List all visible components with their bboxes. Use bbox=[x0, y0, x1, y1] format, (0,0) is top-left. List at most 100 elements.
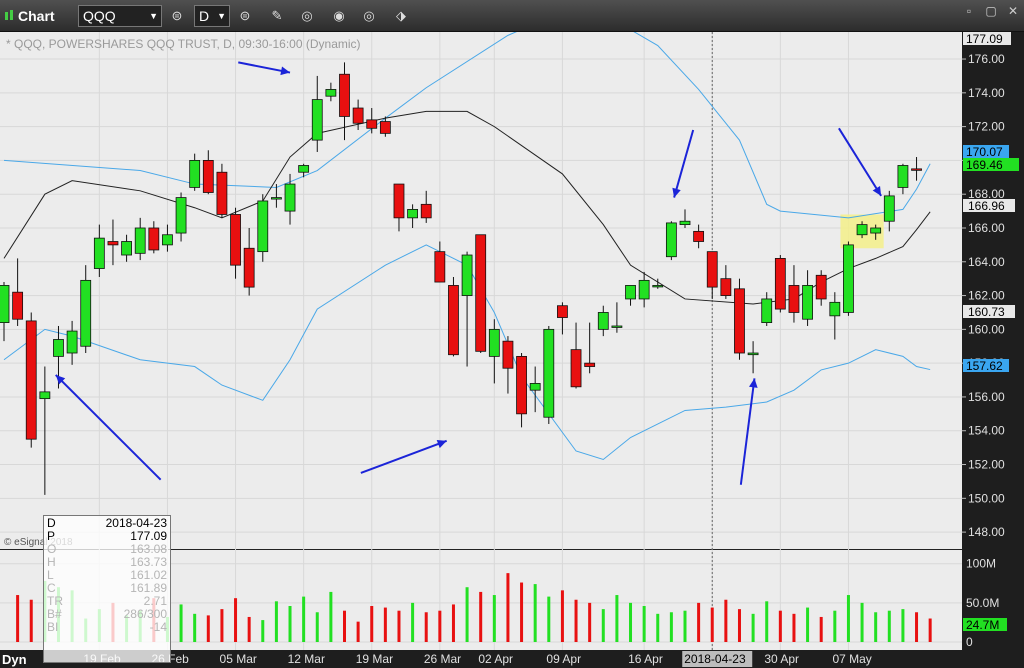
volume-bar bbox=[928, 618, 932, 642]
candle-body bbox=[0, 285, 10, 324]
price-tick-label: 164.00 bbox=[968, 255, 1005, 269]
price-axis bbox=[962, 32, 1024, 668]
interval-link-icon[interactable]: ⊜ bbox=[239, 8, 251, 23]
volume-bar bbox=[533, 584, 537, 642]
cursor-icon[interactable]: ◎ bbox=[363, 8, 375, 23]
candle-body bbox=[311, 99, 323, 141]
info-key: TR bbox=[47, 594, 63, 608]
price-label-lower-band: 157.62 bbox=[963, 359, 1009, 373]
volume-bar bbox=[860, 602, 864, 642]
info-value: 161.89 bbox=[130, 581, 167, 595]
chart-title: * QQQ, POWERSHARES QQQ TRUST, D, 09:30-1… bbox=[6, 37, 361, 51]
date-tick-label: 16 Apr bbox=[628, 652, 663, 666]
restore-icon[interactable]: ▢ bbox=[985, 4, 997, 18]
volume-bar bbox=[288, 606, 292, 642]
info-value: 177.09 bbox=[130, 529, 167, 543]
corner-label: Dyn bbox=[2, 652, 27, 667]
tag-icon[interactable]: ⬗ bbox=[396, 8, 406, 23]
candle-body bbox=[257, 200, 269, 253]
price-label-lower-band-text: 157.62 bbox=[966, 359, 1003, 373]
candle-body bbox=[121, 241, 132, 256]
volume-bar bbox=[588, 602, 592, 642]
zoom-icon[interactable]: ◎ bbox=[301, 8, 313, 23]
candle-body bbox=[393, 183, 405, 219]
volume-bar bbox=[193, 613, 197, 642]
info-key: H bbox=[47, 555, 56, 569]
candle-body bbox=[66, 330, 78, 354]
candle-body bbox=[516, 355, 527, 415]
volume-bar bbox=[465, 587, 469, 642]
info-value: 163.73 bbox=[130, 555, 167, 569]
info-value: -14 bbox=[149, 620, 167, 634]
price-tick-label: 172.00 bbox=[968, 120, 1005, 134]
candle-body bbox=[12, 291, 24, 320]
volume-bar bbox=[451, 604, 455, 642]
play-icon[interactable]: ◉ bbox=[333, 8, 345, 23]
chevron-down-icon[interactable]: ▼ bbox=[217, 11, 226, 21]
close-icon[interactable]: ✕ bbox=[1007, 4, 1019, 18]
info-row-bar: B# 286/300 bbox=[44, 608, 170, 621]
candle-body bbox=[734, 288, 745, 354]
symbol-link-icon[interactable]: ⊜ bbox=[171, 8, 183, 23]
volume-tick-label: 100M bbox=[966, 557, 996, 571]
date-tick-label: 07 May bbox=[832, 652, 871, 666]
info-row-date: D 2018-04-23 bbox=[44, 517, 170, 530]
candle-body bbox=[584, 362, 596, 367]
volume-bar bbox=[656, 613, 660, 642]
info-key: P bbox=[47, 529, 56, 543]
info-row-close: C 161.89 bbox=[44, 582, 170, 595]
arrow-line bbox=[360, 439, 448, 474]
volume-bar bbox=[356, 621, 360, 642]
info-row-price: P 177.09 bbox=[44, 530, 170, 543]
volume-bar bbox=[560, 590, 564, 642]
volume-bar bbox=[16, 595, 20, 642]
info-value: 163.08 bbox=[130, 542, 167, 556]
candle-body bbox=[911, 168, 922, 171]
candle-body bbox=[53, 339, 64, 357]
volume-bar bbox=[206, 615, 210, 642]
price-label-top-text: 177.09 bbox=[966, 32, 1003, 46]
volume-bar bbox=[179, 604, 183, 642]
candle-body bbox=[829, 301, 841, 317]
candle-body bbox=[597, 312, 609, 330]
info-row-open: O 163.08 bbox=[44, 543, 170, 556]
chevron-down-icon[interactable]: ▼ bbox=[149, 11, 158, 21]
interval-select[interactable]: D ▼ bbox=[194, 5, 230, 27]
candle-body bbox=[339, 73, 350, 117]
minimize-icon[interactable]: ▫ bbox=[966, 4, 972, 18]
volume-bar bbox=[642, 606, 646, 642]
volume-bar bbox=[683, 610, 687, 642]
volume-bar bbox=[302, 596, 306, 642]
volume-bar bbox=[247, 616, 251, 642]
pencil-icon[interactable]: ✎ bbox=[271, 8, 283, 23]
arrow-head-icon bbox=[436, 439, 447, 449]
price-tick-label: 176.00 bbox=[968, 52, 1005, 66]
candle-body bbox=[802, 285, 813, 320]
candle-body bbox=[189, 160, 201, 188]
date-tick-label: 12 Mar bbox=[288, 652, 325, 666]
candle-body bbox=[420, 203, 432, 219]
price-chart[interactable]: * QQQ, POWERSHARES QQQ TRUST, D, 09:30-1… bbox=[0, 32, 1024, 668]
candle-body bbox=[747, 352, 759, 356]
volume-bar bbox=[915, 612, 919, 642]
candle-body bbox=[243, 247, 255, 288]
date-tick-label: 26 Mar bbox=[424, 652, 461, 666]
volume-bar bbox=[492, 595, 496, 642]
info-value: 161.02 bbox=[130, 568, 167, 582]
arrow-line bbox=[673, 129, 695, 198]
candle-body bbox=[175, 197, 187, 234]
arrow-line bbox=[739, 378, 756, 485]
candle-body bbox=[693, 230, 705, 242]
price-axis-ticks: 176.00174.00172.00170.00168.00166.00164.… bbox=[962, 52, 1005, 649]
candle-body bbox=[706, 251, 718, 288]
symbol-input[interactable]: QQQ ▼ bbox=[78, 5, 162, 27]
candle-body bbox=[107, 241, 119, 246]
info-key: D bbox=[47, 516, 56, 530]
date-tick-label: 2018-04-23 bbox=[684, 652, 746, 666]
info-value: 2018-04-23 bbox=[105, 516, 167, 530]
price-label-upper-text: 170.07 bbox=[966, 145, 1003, 159]
candle-body bbox=[570, 349, 582, 388]
arrow-head-icon bbox=[672, 187, 681, 198]
candle-body bbox=[134, 227, 146, 254]
price-tick-label: 162.00 bbox=[968, 289, 1005, 303]
